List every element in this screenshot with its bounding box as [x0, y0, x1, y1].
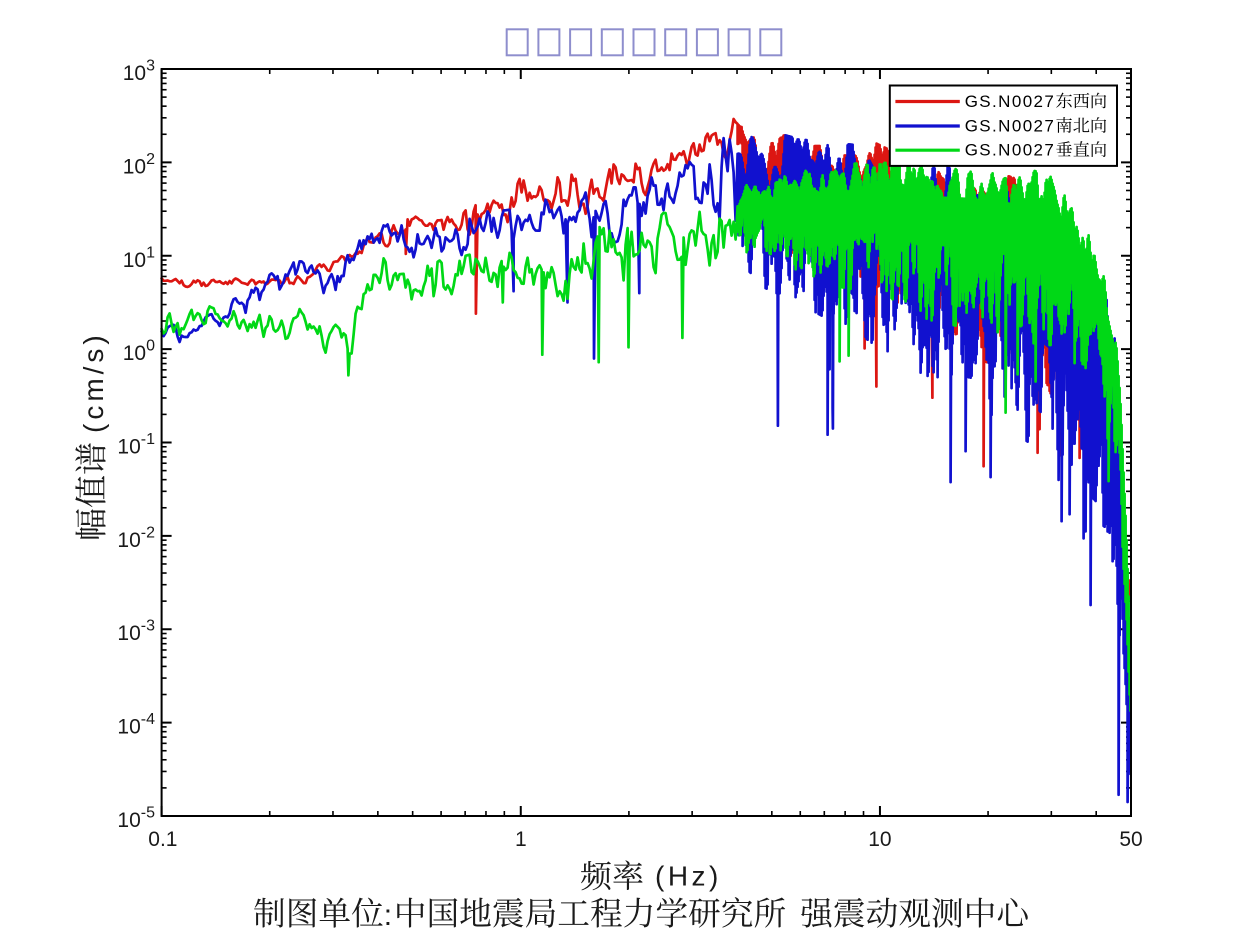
- svg-text:GS.N0027: GS.N0027: [965, 92, 1056, 111]
- svg-text:(cm/s): (cm/s): [78, 331, 109, 433]
- svg-text:GS.N0027: GS.N0027: [965, 141, 1056, 160]
- svg-text:1: 1: [515, 828, 527, 851]
- svg-text:10: 10: [868, 828, 891, 851]
- svg-text:10-5: 10-5: [117, 805, 155, 833]
- svg-text:(Hz): (Hz): [655, 861, 722, 892]
- svg-text:0.1: 0.1: [148, 828, 177, 851]
- svg-text:50: 50: [1119, 828, 1142, 851]
- svg-text:GS.N0027: GS.N0027: [965, 117, 1056, 136]
- svg-text:10-1: 10-1: [117, 431, 155, 459]
- svg-text::: :: [384, 899, 392, 932]
